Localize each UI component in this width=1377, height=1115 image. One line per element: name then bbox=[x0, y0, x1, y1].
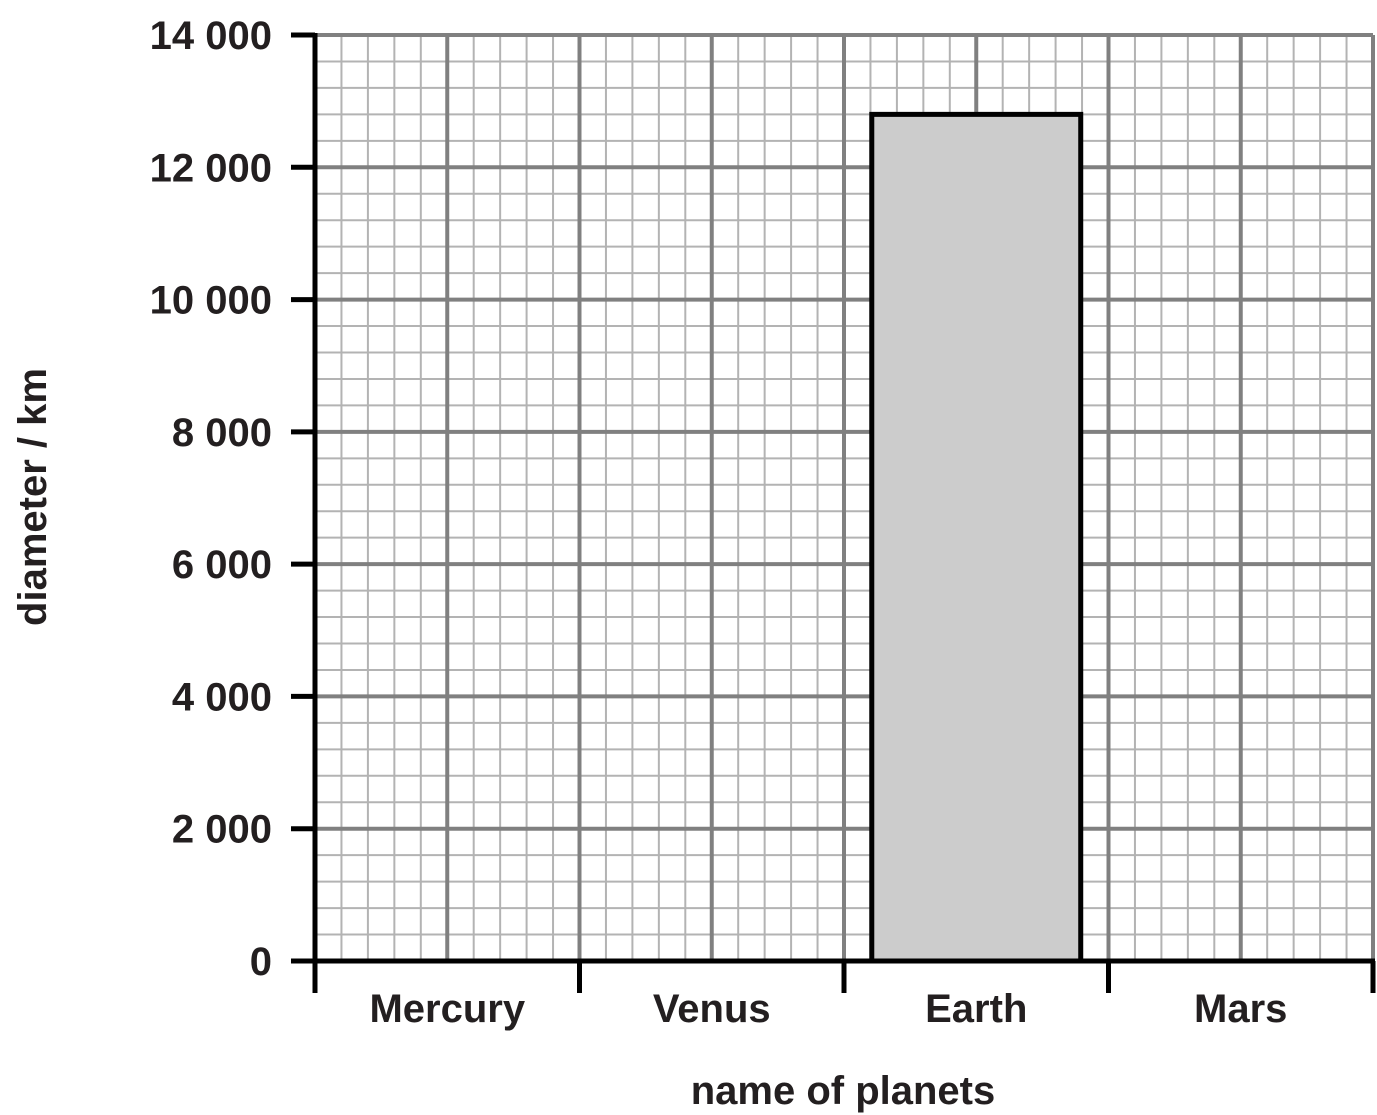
x-axis-title: name of planets bbox=[691, 1069, 996, 1113]
y-tick-label: 6 000 bbox=[172, 543, 272, 587]
y-tick-label: 4 000 bbox=[172, 675, 272, 719]
y-tick-label: 0 bbox=[250, 940, 272, 984]
x-tick-label: Mars bbox=[1194, 987, 1287, 1031]
x-tick-label: Venus bbox=[653, 987, 771, 1031]
y-tick-label: 2 000 bbox=[172, 808, 272, 852]
x-tick-label: Mercury bbox=[369, 987, 525, 1031]
bar-earth bbox=[869, 111, 1084, 964]
y-axis-title: diameter / km bbox=[11, 368, 55, 626]
y-ticks: 0 2 000 4 000 6 000 8 000 10 000 12 000 14 000 bbox=[150, 14, 315, 984]
y-tick-label: 10 000 bbox=[150, 279, 272, 323]
bars bbox=[869, 111, 1084, 964]
y-tick-label: 8 000 bbox=[172, 411, 272, 455]
y-tick-label: 12 000 bbox=[150, 146, 272, 190]
x-ticks: Mercury Venus Earth Mars bbox=[312, 961, 1376, 1031]
x-tick-label: Earth bbox=[925, 987, 1027, 1031]
y-tick-label: 14 000 bbox=[150, 14, 272, 58]
